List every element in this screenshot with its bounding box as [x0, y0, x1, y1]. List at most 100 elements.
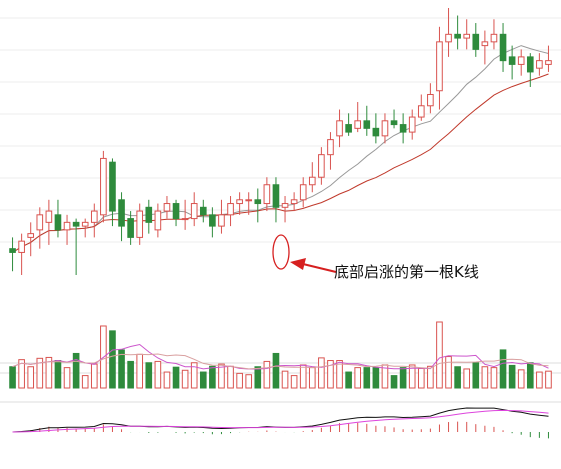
candle-body	[36, 214, 44, 231]
candle-body	[545, 60, 552, 65]
candle-body	[163, 203, 171, 212]
candle	[154, 203, 162, 238]
volume-bar	[45, 356, 53, 389]
candle	[445, 8, 452, 57]
volume-bar	[209, 365, 216, 389]
candle	[408, 109, 416, 140]
candle	[163, 196, 171, 219]
ma-line-2	[12, 73, 549, 253]
volume-bar	[536, 371, 543, 389]
volume-bar	[218, 363, 225, 389]
candle	[499, 23, 507, 72]
candle	[436, 26, 443, 110]
candle	[9, 237, 16, 272]
volume-bar	[363, 367, 371, 389]
volume-bar	[190, 362, 198, 389]
annotation-text: 底部启涨的第一根K线	[334, 263, 479, 281]
candle-body	[345, 124, 352, 133]
candle-body	[445, 33, 452, 43]
candle-body	[354, 120, 362, 129]
volume-bar	[490, 367, 498, 389]
volume-bar	[18, 359, 25, 389]
volume-bar	[345, 371, 352, 389]
candle-body	[481, 41, 489, 47]
volume-bar	[308, 367, 316, 389]
volume-bar	[517, 369, 525, 389]
candle	[236, 192, 243, 215]
candle	[254, 188, 262, 223]
candle	[536, 53, 543, 76]
candle	[227, 196, 234, 227]
candle-body	[318, 154, 325, 178]
volume-bar	[263, 360, 271, 389]
volume-bar	[90, 363, 98, 389]
candle	[181, 199, 189, 230]
candle	[427, 83, 434, 114]
candle-body	[508, 56, 516, 65]
candle-body	[9, 248, 16, 253]
candle-body	[390, 120, 398, 126]
candle-body	[299, 184, 307, 201]
volume-bar	[163, 371, 171, 389]
candle-body	[472, 33, 480, 50]
candle	[454, 15, 461, 50]
volume-bar	[245, 374, 253, 389]
volume-bar	[508, 364, 516, 389]
candle-body	[181, 218, 189, 221]
volume-bar	[27, 366, 35, 389]
price-candles	[9, 8, 552, 275]
candle-body	[263, 184, 271, 205]
volume-bar	[154, 360, 162, 389]
volume-bar	[109, 330, 116, 389]
candle-body	[127, 218, 134, 238]
candle-body	[72, 221, 80, 227]
candle-body	[281, 203, 289, 208]
volume-bar	[463, 368, 471, 389]
candle	[399, 113, 407, 144]
candle	[517, 49, 525, 76]
candle	[336, 109, 343, 148]
volume-bar	[445, 356, 452, 389]
volume-bar	[63, 367, 71, 389]
candle-body	[517, 56, 525, 65]
candle-body	[227, 203, 234, 216]
candle-body	[499, 33, 507, 62]
candle	[263, 177, 271, 212]
candle	[145, 199, 153, 234]
candle-body	[100, 157, 107, 216]
candle	[354, 102, 362, 133]
volume-bar	[72, 352, 80, 389]
volume-bar	[172, 366, 180, 389]
candle	[109, 158, 116, 227]
candle-body	[436, 41, 443, 92]
volume-bar	[227, 365, 234, 389]
candle-body	[190, 203, 198, 220]
candle-body	[90, 210, 98, 223]
volume-bar	[499, 349, 507, 389]
candle	[136, 203, 144, 245]
candle	[490, 19, 498, 50]
volume-bar	[199, 371, 207, 389]
candle	[90, 203, 98, 238]
ma-line-1	[12, 45, 549, 253]
candle-body	[145, 206, 153, 223]
candle-body	[154, 210, 162, 231]
candle-body	[45, 210, 53, 223]
candle	[118, 192, 125, 242]
volume-bar	[281, 370, 289, 389]
candle-body	[27, 233, 35, 238]
volume-bar	[299, 364, 307, 389]
annotation-arrow-head	[290, 258, 306, 270]
volume-bar	[454, 366, 461, 389]
candle	[218, 199, 225, 234]
candle-body	[381, 120, 389, 137]
candle-body	[218, 214, 225, 227]
volume-bar	[81, 375, 89, 389]
volume-bar	[336, 360, 343, 389]
volume-bar	[526, 362, 534, 389]
candle-body	[290, 199, 298, 205]
candle-body	[399, 124, 407, 133]
candle-body	[427, 93, 434, 107]
